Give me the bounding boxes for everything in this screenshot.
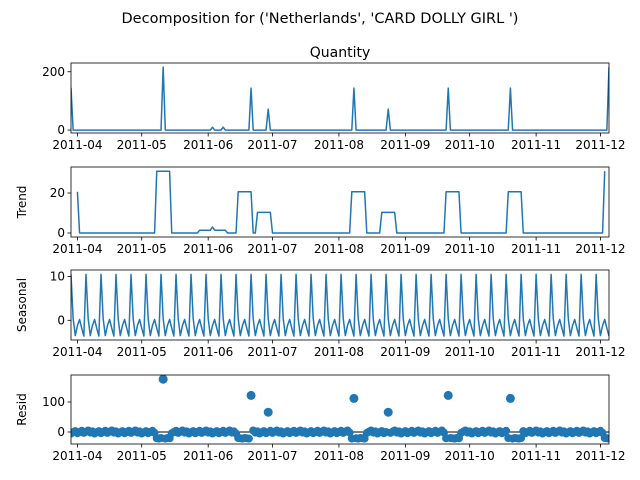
- panel-0: 0 200 2011-04 2011-05 2011-06 2011-07 2011-08 2…: [42, 45, 625, 152]
- x-tick-label: 2011-04: [52, 138, 102, 152]
- resid-outlier: [505, 393, 515, 403]
- x-tick-label: 2011-11: [511, 138, 561, 152]
- resid-point: [605, 434, 609, 443]
- resid-outlier: [349, 393, 359, 403]
- x-tick-label: 2011-11: [511, 345, 561, 359]
- x-tick-label: 2011-06: [183, 242, 233, 256]
- y-axis-label: Seasonal: [15, 278, 29, 332]
- x-tick-label: 2011-07: [247, 242, 297, 256]
- x-tick-label: 2011-05: [117, 345, 167, 359]
- x-tick-label: 2011-10: [445, 345, 495, 359]
- figure-suptitle: Decomposition for ('Netherlands', 'CARD …: [122, 11, 519, 27]
- plot-area-1: [76, 170, 606, 234]
- x-tick-label: 2011-09: [380, 242, 430, 256]
- x-tick-label: 2011-05: [117, 138, 167, 152]
- resid-outlier: [158, 375, 168, 384]
- x-tick-label: 2011-12: [575, 345, 625, 359]
- resid-outlier: [263, 407, 273, 417]
- resid-outlier: [383, 407, 393, 417]
- x-tick-label: 2011-10: [445, 138, 495, 152]
- y-tick-label: 200: [42, 65, 65, 79]
- x-tick-label: 2011-10: [445, 449, 495, 463]
- x-tick-label: 2011-06: [183, 138, 233, 152]
- x-tick-label: 2011-09: [380, 345, 430, 359]
- axes-frame-0: [70, 62, 610, 134]
- x-tick-label: 2011-10: [445, 242, 495, 256]
- plot-area-3: [71, 375, 609, 443]
- x-tick-label: 2011-07: [247, 449, 297, 463]
- x-tick-label: 2011-06: [183, 449, 233, 463]
- plot-area-0: [71, 66, 609, 131]
- y-tick-label: 0: [57, 123, 65, 137]
- resid-outlier: [246, 390, 256, 400]
- x-tick-label: 2011-11: [511, 242, 561, 256]
- series-line-1: [76, 170, 606, 234]
- panel-3: 0 100 2011-04 2011-05 2011-06 2011-07 2011-08 2…: [15, 374, 625, 463]
- resid-point: [244, 434, 253, 443]
- y-axis-label: Resid: [15, 393, 29, 425]
- y-tick-label: 100: [42, 395, 65, 409]
- axes-frame-2: [70, 269, 610, 341]
- x-tick-label: 2011-08: [314, 242, 364, 256]
- resid-point: [502, 426, 511, 435]
- y-tick-label: 0: [57, 226, 65, 240]
- panel-2: 0 10 2011-04 2011-05 2011-06 2011-07 2011-08 20…: [15, 270, 625, 359]
- panel-title: Quantity: [310, 45, 371, 61]
- x-tick-label: 2011-04: [52, 242, 102, 256]
- resid-outlier: [443, 390, 453, 400]
- x-tick-label: 2011-09: [380, 138, 430, 152]
- y-tick-label: 0: [57, 313, 65, 327]
- x-tick-label: 2011-06: [183, 345, 233, 359]
- x-tick-label: 2011-07: [247, 345, 297, 359]
- y-tick-label: 0: [57, 425, 65, 439]
- x-tick-label: 2011-05: [117, 242, 167, 256]
- x-tick-label: 2011-04: [52, 345, 102, 359]
- seasonal-line: [71, 273, 609, 337]
- x-tick-label: 2011-09: [380, 449, 430, 463]
- x-tick-label: 2011-04: [52, 449, 102, 463]
- x-tick-label: 2011-12: [575, 449, 625, 463]
- panel-1: 0 20 2011-04 2011-05 2011-06 2011-07 2011-08 20…: [15, 166, 625, 256]
- axes-frame-1: [70, 166, 610, 238]
- x-tick-label: 2011-08: [314, 138, 364, 152]
- y-axis-label: Trend: [15, 186, 29, 220]
- axes-frame-3: [70, 374, 610, 445]
- resid-point: [345, 428, 354, 437]
- series-line-0: [71, 66, 609, 131]
- y-tick-label: 10: [50, 270, 65, 284]
- x-tick-label: 2011-11: [511, 449, 561, 463]
- x-tick-label: 2011-08: [314, 345, 364, 359]
- x-tick-label: 2011-12: [575, 242, 625, 256]
- x-tick-label: 2011-08: [314, 449, 364, 463]
- x-tick-label: 2011-07: [247, 138, 297, 152]
- plot-area-2: [71, 273, 609, 337]
- y-tick-label: 20: [50, 186, 65, 200]
- x-tick-label: 2011-05: [117, 449, 167, 463]
- x-tick-label: 2011-12: [575, 138, 625, 152]
